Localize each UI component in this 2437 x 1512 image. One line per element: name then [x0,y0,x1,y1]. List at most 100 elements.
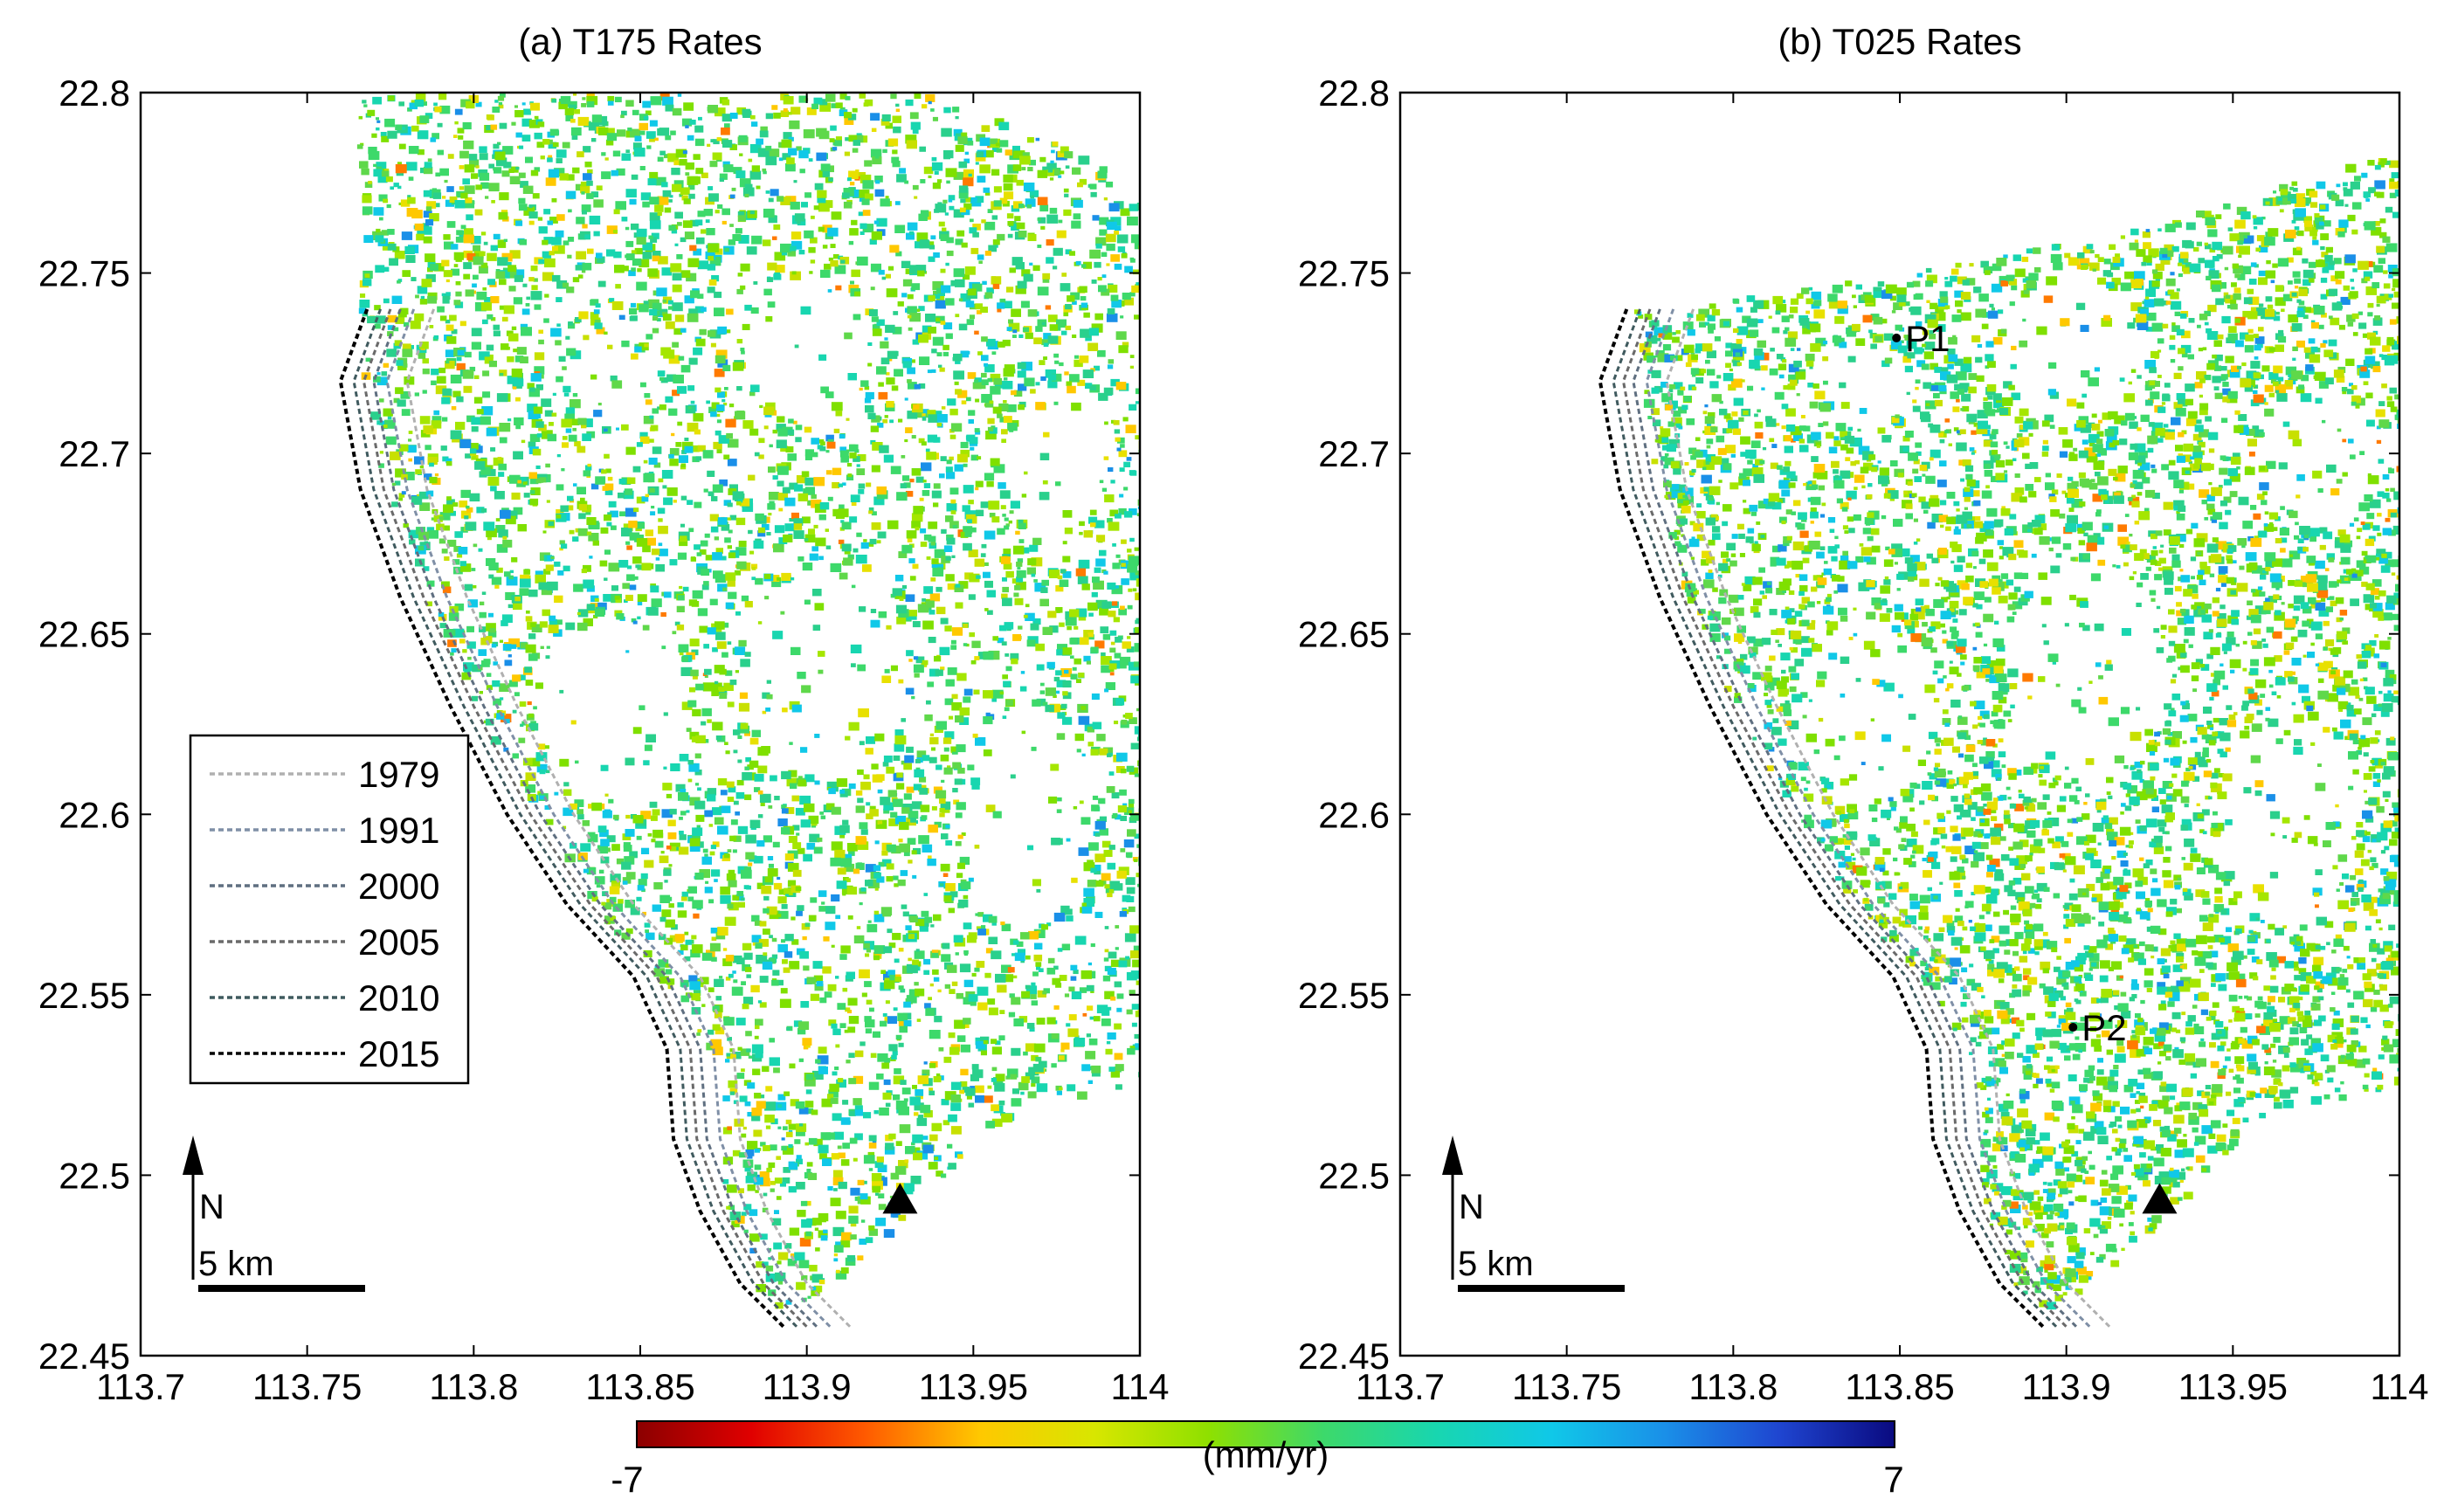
deformation-point [799,795,811,805]
deformation-point [885,196,889,199]
deformation-point [536,142,545,148]
deformation-point [724,387,728,390]
deformation-point [528,472,537,480]
deformation-point [501,316,508,322]
deformation-point [609,298,615,302]
deformation-point [825,545,832,549]
deformation-point [864,385,870,390]
deformation-point [983,571,991,578]
deformation-point [1011,224,1019,231]
deformation-point [864,397,872,404]
deformation-point [1021,269,1031,277]
deformation-point [1027,845,1034,851]
deformation-point [836,778,848,787]
deformation-point [763,908,770,914]
deformation-point [859,190,870,198]
deformation-point [948,198,953,203]
deformation-point [490,486,497,492]
deformation-point [1057,948,1063,952]
deformation-point [866,949,871,953]
deformation-point [892,327,902,335]
deformation-point [731,187,736,191]
deformation-point [731,1220,740,1228]
deformation-point [912,1134,923,1143]
deformation-point [1083,898,1094,908]
deformation-point [839,572,848,580]
deformation-point [940,321,946,325]
deformation-point [1036,888,1041,893]
deformation-point [642,625,650,631]
deformation-point [1067,295,1075,302]
deformation-point [746,246,757,255]
deformation-point [805,1108,814,1115]
deformation-point [1041,924,1048,930]
deformation-point [776,1156,781,1160]
deformation-point [1120,560,1131,570]
deformation-point [685,405,696,414]
deformation-point [469,493,480,502]
deformation-point [980,307,988,314]
deformation-point [662,96,673,106]
deformation-point [871,522,881,530]
deformation-point [745,756,751,763]
deformation-point [958,298,963,301]
deformation-point [676,625,685,631]
deformation-point [785,807,795,814]
deformation-point [1106,1040,1111,1045]
deformation-point [789,1227,800,1236]
deformation-point [707,287,715,293]
deformation-point [661,809,673,818]
deformation-point [535,421,544,428]
deformation-point [749,819,761,829]
deformation-point [848,170,859,179]
deformation-point [1002,597,1012,606]
deformation-point [383,425,388,428]
deformation-point [726,1184,737,1193]
deformation-point [925,314,936,322]
deformation-point [471,568,476,571]
deformation-point [811,1274,823,1283]
deformation-point [469,159,480,168]
deformation-point [533,278,538,282]
deformation-point [502,535,507,540]
deformation-point [742,108,751,116]
deformation-point [696,825,701,828]
deformation-point [934,549,946,558]
deformation-point [865,864,876,873]
deformation-point [487,252,497,261]
deformation-point [813,477,825,487]
deformation-point [970,1000,977,1006]
deformation-point [1055,607,1063,613]
deformation-point [1080,817,1091,825]
deformation-point [704,853,708,857]
deformation-point [714,1011,722,1018]
deformation-point [707,719,712,723]
deformation-point [991,276,1002,285]
deformation-point [830,1097,839,1104]
deformation-point [763,406,775,416]
deformation-point [942,227,947,231]
deformation-point [899,168,906,174]
deformation-point [716,641,727,649]
deformation-point [1108,284,1118,293]
deformation-point [984,473,995,481]
deformation-point [680,811,687,816]
deformation-point [701,569,710,576]
deformation-point [763,288,772,296]
deformation-point [623,523,633,531]
deformation-point [714,536,719,541]
deformation-point [409,102,418,110]
deformation-point [574,799,584,807]
deformation-point [460,192,468,199]
deformation-point [848,1215,859,1224]
deformation-point [687,500,694,505]
deformation-point [447,154,454,159]
deformation-point [542,609,550,617]
deformation-point [975,487,979,491]
deformation-point [1083,887,1094,897]
deformation-point [606,921,611,925]
deformation-point [915,411,923,418]
deformation-point [755,942,763,949]
deformation-point [1120,444,1125,448]
deformation-point [861,198,870,205]
